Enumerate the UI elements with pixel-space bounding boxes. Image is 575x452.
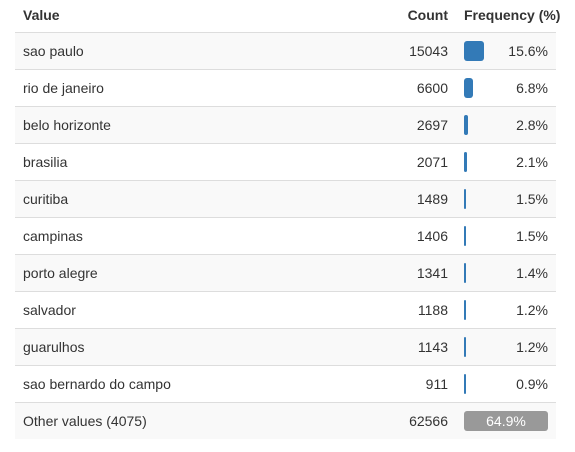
frequency-bar (464, 78, 473, 98)
frequency-bar-track (464, 41, 548, 61)
frequency-bar-track (464, 115, 548, 135)
frequency-bar (464, 300, 466, 320)
frequency-table: Value Count Frequency (%) sao paulo 15043… (15, 0, 560, 439)
frequency-bar-track (464, 263, 548, 283)
table-row: sao bernardo do campo 911 0.9% (15, 366, 556, 403)
value-column-header: Value (23, 7, 60, 23)
frequency-bar (464, 226, 466, 246)
row-value: porto alegre (23, 265, 98, 281)
frequency-bar-track (464, 152, 548, 172)
row-count: 1188 (417, 302, 448, 318)
table-row: campinas 1406 1.5% (15, 218, 556, 255)
row-count: 6600 (416, 80, 448, 96)
row-percent: 1.4% (516, 265, 548, 281)
table-body: sao paulo 15043 15.6% rio de janeiro 6600 6.8… (15, 33, 556, 403)
row-value: sao bernardo do campo (23, 376, 171, 392)
other-values-bar: 64.9% (464, 411, 548, 431)
table-row: rio de janeiro 6600 6.8% (15, 70, 556, 107)
row-percent: 1.5% (516, 191, 548, 207)
table-row: belo horizonte 2697 2.8% (15, 107, 556, 144)
row-count: 2071 (416, 154, 448, 170)
frequency-bar-track (464, 78, 548, 98)
other-values-row: Other values (4075) 62566 64.9% (15, 403, 556, 439)
row-percent: 2.1% (516, 154, 548, 170)
row-percent: 15.6% (508, 43, 548, 59)
row-percent: 1.2% (516, 302, 548, 318)
frequency-bar (464, 374, 466, 394)
row-count: 1341 (416, 265, 448, 281)
row-value: campinas (23, 228, 83, 244)
row-count: 2697 (416, 117, 448, 133)
frequency-bar-track (464, 300, 548, 320)
row-count: 1489 (416, 191, 448, 207)
row-value: sao paulo (23, 43, 84, 59)
frequency-bar (464, 263, 466, 283)
row-percent: 6.8% (516, 80, 548, 96)
frequency-bar-track (464, 337, 548, 357)
table-row: sao paulo 15043 15.6% (15, 33, 556, 70)
table-row: brasilia 2071 2.1% (15, 144, 556, 181)
table-row: curitiba 1489 1.5% (15, 181, 556, 218)
frequency-bar-track (464, 226, 548, 246)
row-percent: 1.2% (516, 339, 548, 355)
row-value: guarulhos (23, 339, 85, 355)
row-count: 15043 (409, 43, 448, 59)
frequency-bar (464, 152, 467, 172)
row-count: 1143 (417, 339, 448, 355)
other-values-percent: 64.9% (486, 413, 526, 429)
row-value: salvador (23, 302, 76, 318)
row-percent: 2.8% (516, 117, 548, 133)
frequency-bar (464, 115, 468, 135)
row-count: 1406 (416, 228, 448, 244)
row-percent: 0.9% (516, 376, 548, 392)
row-value: rio de janeiro (23, 80, 104, 96)
other-values-count: 62566 (409, 413, 448, 429)
frequency-bar (464, 41, 484, 61)
table-row: porto alegre 1341 1.4% (15, 255, 556, 292)
count-column-header: Count (407, 7, 448, 23)
frequency-column-header: Frequency (%) (464, 7, 561, 23)
frequency-bar (464, 189, 466, 209)
frequency-bar-track (464, 374, 548, 394)
row-count: 911 (425, 376, 448, 392)
table-header: Value Count Frequency (%) (15, 0, 560, 33)
row-value: belo horizonte (23, 117, 111, 133)
frequency-bar (464, 337, 466, 357)
other-values-label: Other values (4075) (23, 413, 147, 429)
row-value: curitiba (23, 191, 69, 207)
row-percent: 1.5% (516, 228, 548, 244)
frequency-bar-track (464, 189, 548, 209)
table-row: guarulhos 1143 1.2% (15, 329, 556, 366)
row-value: brasilia (23, 154, 68, 170)
table-row: salvador 1188 1.2% (15, 292, 556, 329)
